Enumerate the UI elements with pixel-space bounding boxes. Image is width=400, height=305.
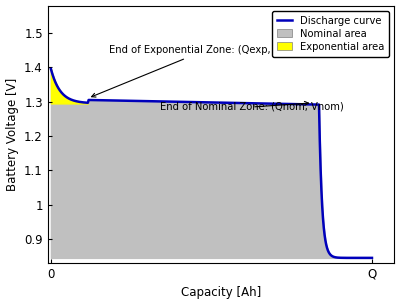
- Text: End of Nominal Zone: (Qnom, Vnom): End of Nominal Zone: (Qnom, Vnom): [160, 102, 344, 112]
- X-axis label: Capacity [Ah]: Capacity [Ah]: [181, 286, 261, 300]
- Text: End of Exponential Zone: (Qexp, Vexp): End of Exponential Zone: (Qexp, Vexp): [92, 45, 302, 97]
- Y-axis label: Battery Voltage [V]: Battery Voltage [V]: [6, 78, 18, 191]
- Legend: Discharge curve, Nominal area, Exponential area: Discharge curve, Nominal area, Exponenti…: [272, 11, 390, 56]
